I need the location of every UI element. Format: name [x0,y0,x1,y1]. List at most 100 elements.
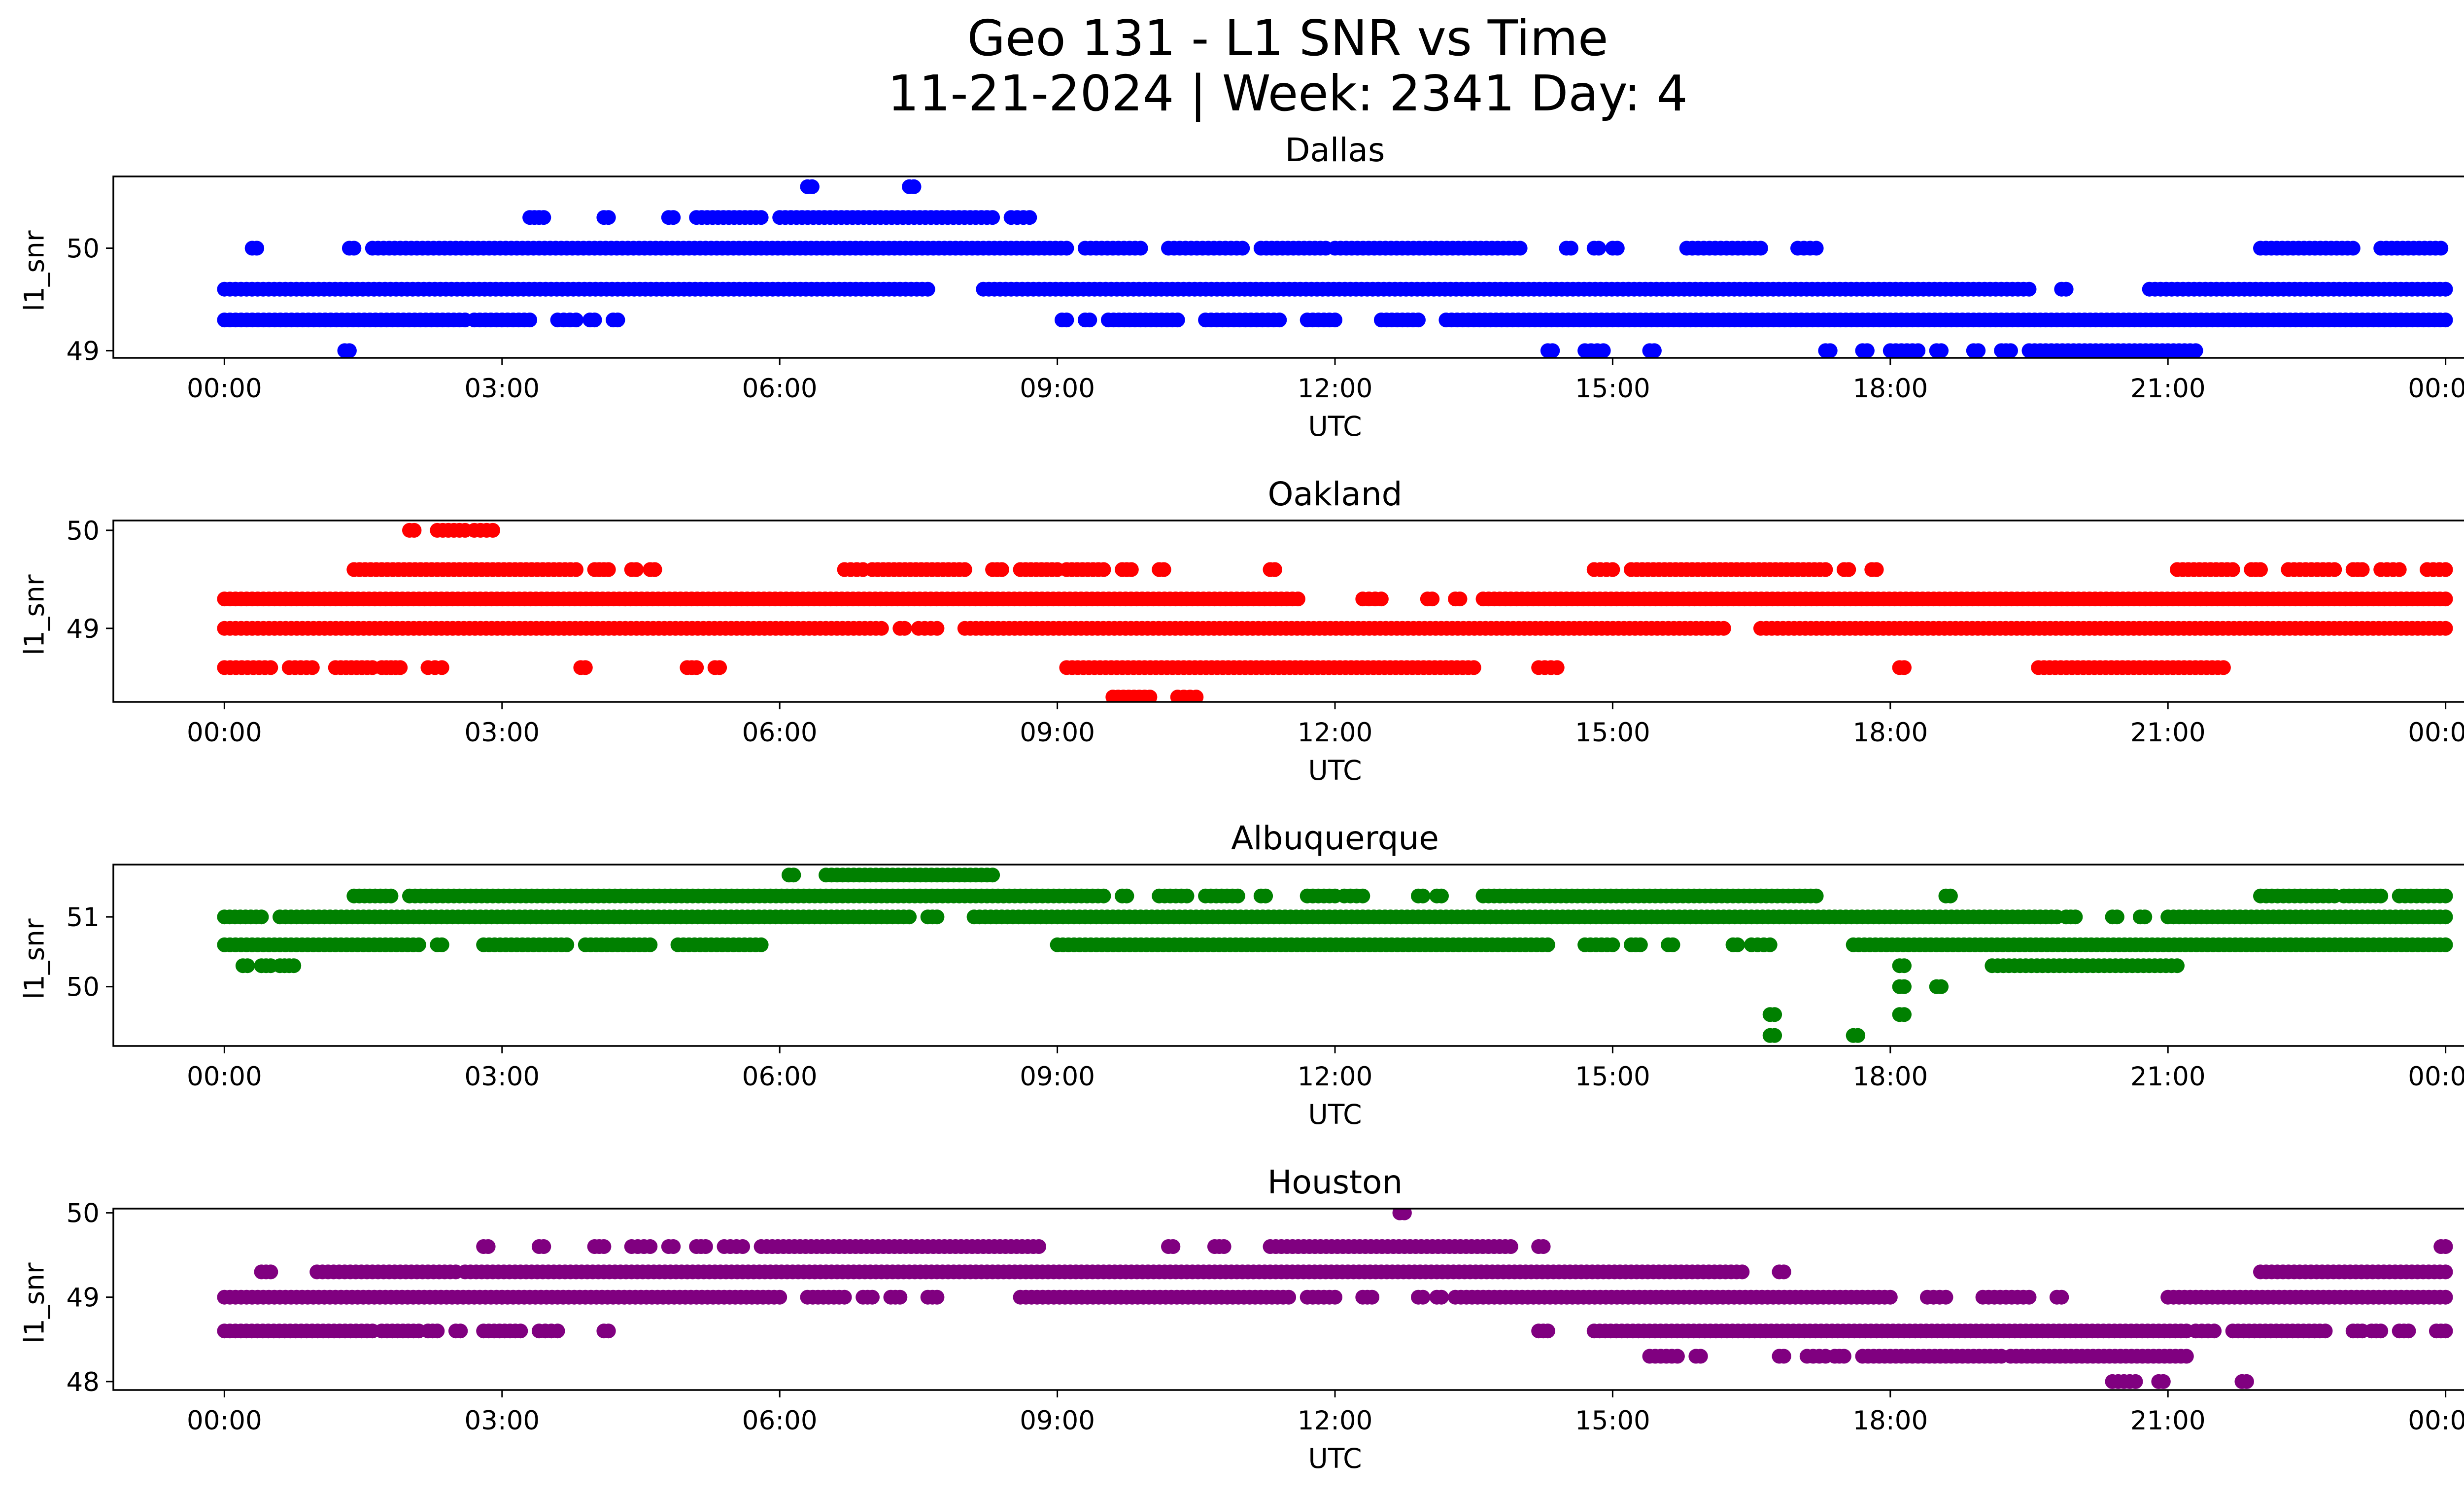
data-point [1934,343,1949,358]
data-point [1328,1289,1342,1305]
x-tick-label: 00:00 [2408,1062,2464,1092]
data-point [407,522,422,538]
data-point [578,660,593,675]
data-point [393,660,408,675]
data-point [1165,1239,1181,1254]
data-point [1943,888,1958,904]
data-point [513,1323,528,1339]
x-axis-label-albuquerque: UTC [1308,1099,1362,1130]
x-tick-label: 00:00 [2408,1406,2464,1436]
data-point [1605,937,1620,952]
x-tick-label: 15:00 [1575,718,1650,748]
data-point [1670,1349,1685,1364]
data-point [1425,591,1440,607]
data-point [2327,562,2342,577]
data-point [1850,1028,1866,1043]
data-point [957,562,972,577]
x-axis-label-dallas: UTC [1308,411,1362,442]
data-point [2021,281,2037,297]
data-point [2179,1349,2194,1364]
y-tick-label: 50 [67,234,100,264]
data-point [263,660,278,675]
data-point [1735,1264,1750,1280]
data-point [1767,1007,1782,1022]
data-point [1411,313,1426,328]
data-point [929,1289,945,1305]
x-tick-label: 00:00 [187,718,262,748]
data-point [1753,241,1768,256]
data-point [434,937,449,952]
y-axis-label-houston: l1_snr [18,1262,50,1344]
data-point [1142,690,1158,702]
x-tick-label: 03:00 [464,718,540,748]
series-points-albuquerque [217,868,2453,1043]
data-point [2128,1374,2143,1389]
data-point [2239,1374,2254,1389]
data-point [2438,1264,2453,1280]
data-point [772,1289,787,1305]
data-point [346,241,362,256]
data-point [601,562,616,577]
data-point [1415,1289,1431,1305]
data-point [1841,562,1856,577]
data-point [865,1289,880,1305]
data-point [994,562,1009,577]
data-point [2438,621,2453,636]
axes-frame-dallas [112,175,2464,359]
data-point [2438,1323,2453,1339]
data-point [2392,562,2407,577]
x-tick-label: 06:00 [742,1406,818,1436]
data-point [480,1239,496,1254]
data-point [1646,343,1662,358]
panel-title-dallas: Dallas [1285,131,1385,169]
data-point [2345,241,2361,256]
data-point [1189,690,1204,702]
data-point [1512,241,1528,256]
data-point [698,1239,713,1254]
data-point [1762,937,1778,952]
data-point [550,1323,565,1339]
x-tick-label: 06:00 [742,374,818,404]
data-point [786,868,801,883]
chart-title-line-1: Geo 131 - L1 SNR vs Time [967,9,1608,67]
data-point [1540,1323,1555,1339]
data-point [2438,591,2453,607]
x-tick-label: 00:00 [2408,374,2464,404]
data-point [874,621,889,636]
x-tick-label: 09:00 [1020,718,1095,748]
data-point [985,210,1000,225]
data-point [2156,1374,2171,1389]
data-point [1096,888,1111,904]
x-tick-label: 09:00 [1020,374,1095,404]
data-point [1124,562,1139,577]
data-point [1536,1239,1551,1254]
data-point [1545,343,1560,358]
data-point [1503,1239,1518,1254]
x-tick-label: 06:00 [742,718,818,748]
x-tick-label: 00:00 [187,374,262,404]
data-point [434,660,449,675]
data-point [286,958,302,973]
y-tick-label: 51 [67,903,100,933]
data-point [453,1323,468,1339]
data-point [1818,562,1833,577]
data-point [2003,343,2018,358]
data-point [1119,888,1134,904]
data-point [1022,210,1037,225]
x-tick-label: 18:00 [1852,1406,1928,1436]
y-tick-label: 50 [67,516,100,546]
x-tick-label: 21:00 [2130,374,2206,404]
data-point [1911,343,1926,358]
data-point [2355,562,2370,577]
data-point [2318,1323,2333,1339]
data-point [2438,1239,2453,1254]
data-point [1540,937,1555,952]
data-point [2438,888,2453,904]
data-point [1216,1239,1232,1254]
x-tick-label: 00:00 [187,1406,262,1436]
data-point [2216,660,2231,675]
data-point [1290,591,1305,607]
data-point [629,562,644,577]
data-point [2438,281,2453,297]
